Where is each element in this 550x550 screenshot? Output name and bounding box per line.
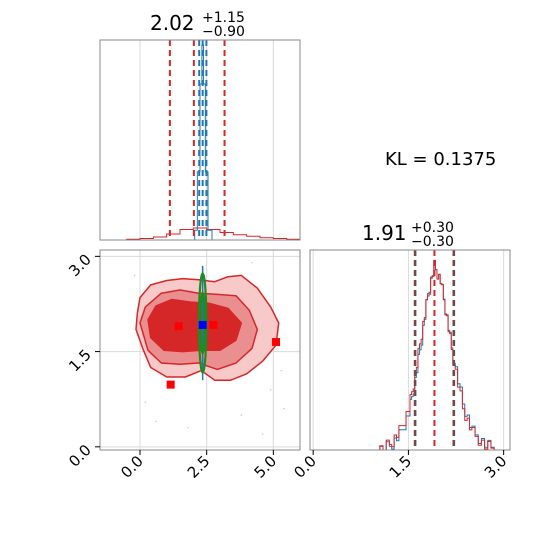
bottom-right-title-lower: −0.30: [411, 234, 454, 250]
bottom-left-xtick-label-1: 2.5: [184, 452, 214, 482]
panel-bottom-left: 0.0 2.5 5.0 0.0 1.5 3.0: [65, 249, 301, 482]
top-left-wide-histogram: [100, 227, 301, 241]
bottom-right-title-upper: +0.30: [411, 220, 454, 236]
bottom-left-sample-point-5: [133, 274, 136, 277]
bottom-left-marker-1: [174, 322, 183, 331]
bottom-right-title-median: 1.91: [362, 221, 407, 245]
panel-bottom-right: 1.91 +0.30 −0.30 0.0 1.5 3.0: [290, 220, 511, 482]
bottom-left-contours: [133, 261, 285, 435]
bottom-left-ytick-label-2: 3.0: [65, 250, 95, 280]
bottom-left-sample-point-6: [283, 407, 285, 410]
bottom-right-xtick-label-2: 3.0: [481, 452, 511, 482]
bottom-right-grid: [312, 250, 505, 450]
bottom-left-xtick-label-0: 0.0: [117, 452, 147, 482]
bottom-left-sample-point-0: [269, 388, 272, 391]
bottom-left-marker-2: [209, 320, 218, 329]
bottom-left-marker-4: [272, 338, 280, 347]
bottom-right-histograms: [376, 250, 498, 451]
bottom-left-ytick-label-1: 1.5: [65, 346, 95, 376]
bottom-left-contour-inner: [147, 298, 243, 353]
bottom-left-sample-point-1: [280, 369, 283, 372]
bottom-left-frame: [99, 249, 301, 451]
kl-divergence-label: KL = 0.1375: [385, 149, 496, 170]
bottom-left-sample-point-2: [144, 401, 147, 404]
bottom-left-xtick-label-2: 5.0: [251, 452, 281, 482]
bottom-left-marker-3: [166, 380, 175, 389]
bottom-right-histogram-0: [376, 259, 498, 451]
bottom-right-frame: [309, 249, 511, 451]
top-left-title-median: 2.02: [150, 11, 195, 35]
bottom-right-xtick-label-0: 0.0: [290, 452, 320, 482]
bottom-left-ytick-label-0: 0.0: [65, 441, 95, 471]
panel-top-left: 2.02 +1.15 −0.90: [99, 10, 301, 241]
bottom-left-sample-point-7: [187, 426, 189, 429]
bottom-left-sample-point-9: [155, 420, 157, 423]
bottom-right-ticks: 0.0 1.5 3.0: [290, 450, 510, 482]
top-left-title-lower: −0.90: [202, 24, 245, 40]
bottom-left-marker-0: [198, 320, 207, 329]
top-left-histograms: [100, 40, 301, 241]
top-left-title-upper: +1.15: [202, 10, 245, 26]
bottom-left-sample-point-4: [251, 261, 253, 264]
bottom-left-sample-point-3: [240, 414, 243, 416]
bottom-left-sample-point-8: [261, 433, 264, 435]
bottom-right-xtick-label-1: 1.5: [386, 452, 416, 482]
top-left-frame: [99, 39, 301, 241]
bottom-right-histogram-1: [376, 259, 498, 451]
